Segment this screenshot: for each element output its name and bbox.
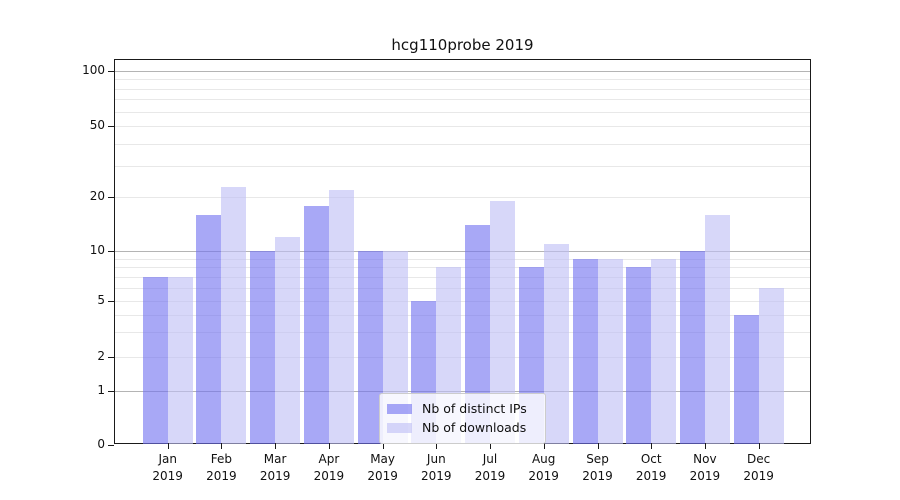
bar-distinct-ips-apr bbox=[303, 205, 329, 444]
legend-entry-downloads: Nb of downloads bbox=[387, 418, 536, 437]
gridline-minor bbox=[115, 165, 810, 167]
y-tick-mark bbox=[108, 301, 114, 303]
y-tick-mark bbox=[108, 357, 114, 359]
gridline-minor bbox=[115, 111, 810, 113]
y-tick-mark bbox=[108, 391, 114, 393]
bar-distinct-ips-jan bbox=[142, 276, 168, 444]
x-tick-mark bbox=[221, 443, 223, 449]
x-tick-label: Jan 2019 bbox=[152, 452, 183, 483]
x-tick-mark bbox=[382, 443, 384, 449]
gridline-minor bbox=[115, 88, 810, 90]
gridline-minor bbox=[115, 276, 810, 278]
x-tick-label: Jun 2019 bbox=[421, 452, 452, 483]
gridline-minor bbox=[115, 258, 810, 260]
x-tick-mark bbox=[758, 443, 760, 449]
y-tick-label: 20 bbox=[89, 189, 105, 204]
y-tick-mark bbox=[108, 445, 114, 446]
legend-label-distinct-ips: Nb of distinct IPs bbox=[422, 401, 527, 416]
bar-downloads-nov bbox=[704, 214, 730, 444]
bar-downloads-apr bbox=[328, 190, 354, 444]
bar-downloads-oct bbox=[651, 258, 677, 444]
x-tick-mark bbox=[275, 443, 277, 449]
y-tick-label: 1 bbox=[97, 383, 105, 398]
bar-downloads-aug bbox=[543, 243, 569, 444]
gridline-minor bbox=[115, 143, 810, 145]
y-tick-mark bbox=[108, 251, 114, 252]
y-tick-mark bbox=[108, 70, 114, 72]
y-tick-label: 50 bbox=[89, 118, 105, 133]
x-tick-label: Jul 2019 bbox=[474, 452, 506, 483]
y-tick-label: 5 bbox=[97, 293, 105, 308]
y-tick-label: 10 bbox=[89, 243, 105, 257]
legend-swatch-distinct-ips bbox=[387, 403, 412, 414]
x-tick-mark bbox=[597, 443, 599, 449]
gridline-major bbox=[115, 70, 810, 72]
gridline-minor bbox=[115, 357, 810, 359]
legend-label-downloads: Nb of downloads bbox=[422, 420, 527, 435]
x-tick-label: Dec 2019 bbox=[743, 452, 774, 483]
bar-distinct-ips-may bbox=[357, 251, 383, 444]
x-tick-label: Apr 2019 bbox=[313, 452, 345, 483]
x-tick-mark bbox=[167, 443, 169, 449]
bar-distinct-ips-nov bbox=[679, 251, 705, 444]
x-tick-mark bbox=[436, 443, 438, 449]
bar-distinct-ips-feb bbox=[196, 214, 222, 444]
bar-distinct-ips-mar bbox=[250, 251, 276, 444]
x-tick-label: Mar 2019 bbox=[259, 452, 291, 483]
x-tick-label: Sep 2019 bbox=[582, 452, 613, 483]
bar-downloads-mar bbox=[275, 236, 301, 444]
gridline-major bbox=[115, 391, 810, 393]
plot-area: 0 1 2 5 10 20 50 100 Jan 2019 Feb 2019 Mar 2019 Apr… bbox=[82, 59, 811, 483]
x-tick-mark bbox=[328, 443, 330, 449]
x-tick-mark bbox=[543, 443, 545, 449]
x-tick-label: May 2019 bbox=[367, 452, 398, 483]
bar-downloads-feb bbox=[221, 186, 247, 444]
y-tick-label: 100 bbox=[82, 62, 105, 77]
legend-swatch-downloads bbox=[387, 422, 412, 433]
gridline-minor bbox=[115, 332, 810, 334]
x-tick-label: Feb 2019 bbox=[206, 452, 237, 483]
x-tick-mark bbox=[651, 443, 653, 449]
bar-downloads-dec bbox=[758, 287, 784, 444]
gridline-minor bbox=[115, 99, 810, 101]
gridline-major bbox=[115, 251, 810, 252]
x-tick-mark bbox=[490, 443, 491, 449]
bar-distinct-ips-dec bbox=[733, 314, 759, 444]
gridline-minor bbox=[115, 287, 810, 289]
gridline-minor bbox=[115, 301, 810, 303]
bar-distinct-ips-oct bbox=[626, 267, 652, 444]
x-tick-label: Oct 2019 bbox=[635, 452, 667, 483]
gridline-minor bbox=[115, 314, 810, 316]
x-tick-label: Aug 2019 bbox=[528, 452, 559, 483]
legend-entry-distinct-ips: Nb of distinct IPs bbox=[387, 399, 536, 418]
bar-downloads-sep bbox=[597, 258, 623, 444]
gridline-minor bbox=[115, 267, 810, 269]
gridline-minor bbox=[115, 79, 810, 81]
bar-distinct-ips-sep bbox=[572, 258, 598, 444]
y-tick-mark bbox=[108, 126, 114, 128]
chart-title: hcg110probe 2019 bbox=[391, 36, 534, 54]
gridline-minor bbox=[115, 126, 810, 128]
y-tick-label: 0 bbox=[97, 437, 105, 451]
bar-downloads-jan bbox=[167, 276, 193, 444]
legend: Nb of distinct IPs Nb of downloads bbox=[379, 393, 546, 444]
y-tick-label: 2 bbox=[97, 349, 105, 364]
x-tick-mark bbox=[704, 443, 706, 449]
gridline-minor bbox=[115, 197, 810, 199]
y-tick-mark bbox=[108, 197, 114, 199]
x-tick-label: Nov 2019 bbox=[689, 452, 721, 483]
